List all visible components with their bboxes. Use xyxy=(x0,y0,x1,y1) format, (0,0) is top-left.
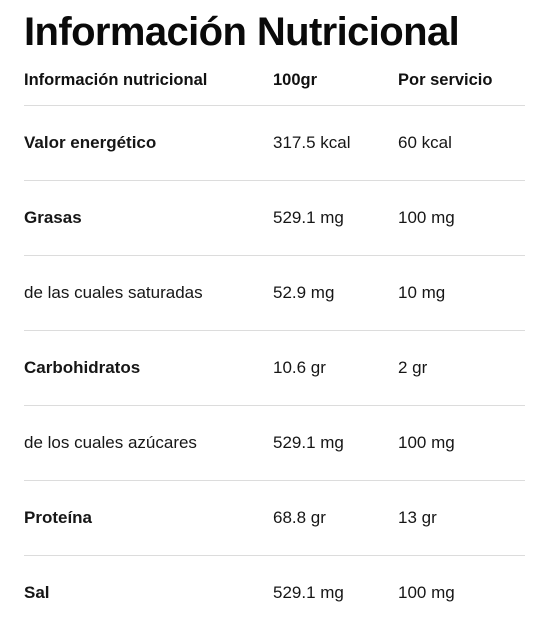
value-per-100g: 10.6 gr xyxy=(273,358,326,377)
nutrient-name: Carbohidratos xyxy=(24,358,141,377)
page-title: Información Nutricional xyxy=(24,10,460,54)
value-per-serving: 100 mg xyxy=(398,208,455,227)
header-nutrition-info: Información nutricional xyxy=(24,70,208,89)
value-per-100g: 68.8 gr xyxy=(273,508,326,527)
nutrition-table: Información nutricional 100gr Por servic… xyxy=(24,55,525,630)
table-row-protein: Proteína 68.8 gr 13 gr xyxy=(24,481,525,556)
value-per-100g: 317.5 kcal xyxy=(273,133,351,152)
value-per-100g: 52.9 mg xyxy=(273,283,335,302)
nutrient-name: de los cuales azúcares xyxy=(24,433,197,452)
nutrient-name: Grasas xyxy=(24,208,82,227)
table-header-row: Información nutricional 100gr Por servic… xyxy=(24,55,525,106)
table-row-sugars: de los cuales azúcares 529.1 mg 100 mg xyxy=(24,406,525,481)
value-per-serving: 13 gr xyxy=(398,508,437,527)
table-row-salt: Sal 529.1 mg 100 mg xyxy=(24,556,525,630)
value-per-100g: 529.1 mg xyxy=(273,433,344,452)
value-per-serving: 60 kcal xyxy=(398,133,452,152)
value-per-serving: 100 mg xyxy=(398,583,455,602)
header-per-serving: Por servicio xyxy=(398,70,493,89)
value-per-serving: 100 mg xyxy=(398,433,455,452)
table-row-fats: Grasas 529.1 mg 100 mg xyxy=(24,181,525,256)
table-row-carbohydrates: Carbohidratos 10.6 gr 2 gr xyxy=(24,331,525,406)
value-per-100g: 529.1 mg xyxy=(273,208,344,227)
table-row-saturated: de las cuales saturadas 52.9 mg 10 mg xyxy=(24,256,525,331)
table-row-energy: Valor energético 317.5 kcal 60 kcal xyxy=(24,106,525,181)
value-per-100g: 529.1 mg xyxy=(273,583,344,602)
header-per-100g: 100gr xyxy=(273,70,318,89)
value-per-serving: 2 gr xyxy=(398,358,428,377)
value-per-serving: 10 mg xyxy=(398,283,446,302)
nutrient-name: Sal xyxy=(24,583,50,602)
nutrient-name: Proteína xyxy=(24,508,93,527)
nutrient-name: Valor energético xyxy=(24,133,157,152)
nutrient-name: de las cuales saturadas xyxy=(24,283,203,302)
